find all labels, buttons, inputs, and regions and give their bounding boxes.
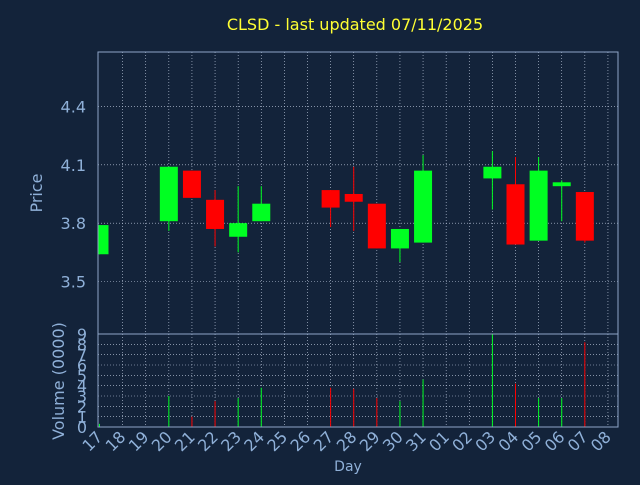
candle-body (390, 228, 409, 249)
candle-body (414, 170, 433, 243)
candle (414, 155, 433, 243)
price-panel: 3.5 3.8 4.1 4.4 Price (27, 51, 619, 335)
volume-ytick-label: 7 (77, 346, 87, 365)
candle-body (321, 190, 340, 208)
candle (529, 157, 548, 241)
candle (575, 192, 594, 243)
chart-title: CLSD - last updated 07/11/2025 (227, 15, 483, 34)
candle (182, 170, 201, 198)
volume-ytick-label: 1 (77, 408, 87, 427)
candle-body (506, 184, 525, 245)
candle (206, 190, 225, 247)
candle-body (229, 223, 248, 237)
price-axis-label: Price (27, 173, 46, 212)
candle-body (206, 199, 225, 229)
volume-frame (97, 333, 619, 428)
candle (98, 225, 109, 255)
candle (367, 203, 386, 249)
candle-body (483, 166, 502, 179)
candle (552, 180, 571, 222)
candle (506, 157, 525, 245)
day-axis-label: Day (334, 459, 362, 475)
volume-ytick-label: 4 (77, 377, 87, 396)
candle-body (367, 203, 386, 249)
price-ytick-label: 3.5 (61, 272, 86, 291)
price-candles (98, 151, 594, 263)
candle-body (159, 166, 178, 222)
volume-ytick-label: 6 (77, 356, 87, 375)
candle-body (552, 182, 571, 187)
volume-ytick-label: 9 (77, 325, 87, 344)
volume-ytick-label: 0 (77, 418, 87, 437)
price-ytick-label: 4.1 (61, 156, 86, 175)
volume-axis-label: Volume (0000) (49, 322, 68, 440)
candle (483, 151, 502, 210)
candle (390, 228, 409, 263)
volume-ytick-label: 8 (77, 335, 87, 354)
volume-ytick-label: 2 (77, 397, 87, 416)
candle-body (575, 192, 594, 241)
candle-body (344, 193, 363, 202)
volume-bars (99, 334, 586, 427)
candle-body (182, 170, 201, 198)
candle (252, 186, 271, 222)
candle (229, 186, 248, 253)
volume-ytick-label: 5 (77, 366, 87, 385)
candle-body (252, 203, 271, 222)
price-ytick-labels: 3.5 3.8 4.1 4.4 (61, 97, 86, 291)
candle (159, 166, 178, 231)
price-ytick-label: 3.8 (61, 214, 86, 233)
candle-body (529, 170, 548, 241)
candle (344, 166, 363, 231)
volume-ytick-label: 3 (77, 387, 87, 406)
price-ytick-label: 4.4 (61, 97, 86, 116)
candle (321, 190, 340, 228)
candle-body (98, 225, 109, 255)
day-tick-labels: 1718192021222324252627282930310102030405… (78, 427, 614, 455)
